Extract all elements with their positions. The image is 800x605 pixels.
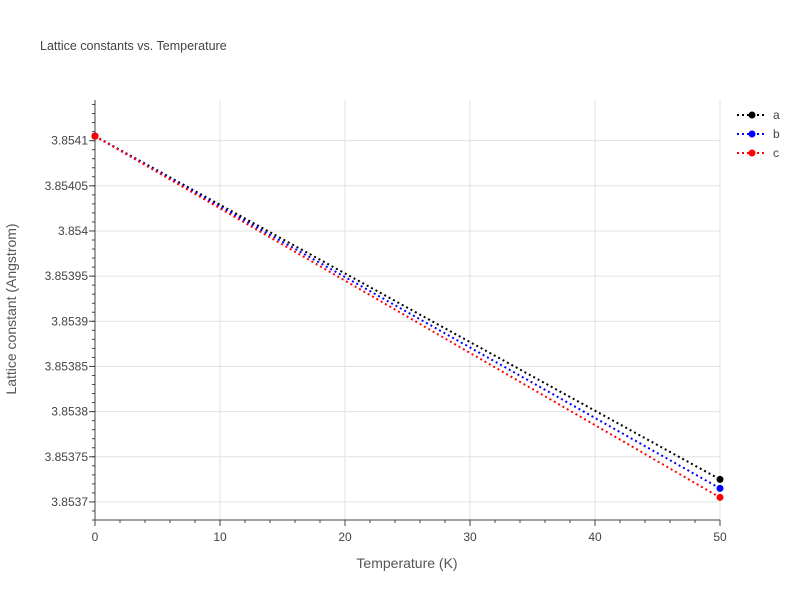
data-point-b [716, 484, 724, 492]
x-tick-label: 40 [588, 530, 602, 544]
legend-marker-a [748, 111, 756, 119]
legend-marker-c [748, 149, 756, 157]
series-line-b [94, 135, 721, 490]
x-tick-label: 30 [463, 530, 477, 544]
legend-label-a: a [773, 108, 780, 122]
series-line-c [94, 135, 721, 499]
y-tick-label: 3.8538 [51, 405, 88, 419]
axes: 0 10 20 30 40 50 3.8537 3.85375 3.8538 3.85385 3.8… [45, 100, 727, 544]
y-tick-label: 3.8539 [51, 314, 88, 328]
series-layer [91, 132, 724, 501]
data-point-a [716, 475, 724, 483]
series-line-a [94, 135, 721, 481]
data-point-c [716, 493, 724, 501]
y-tick-label: 3.85405 [45, 179, 89, 193]
y-tick-label: 3.854 [58, 224, 88, 238]
x-tick-label: 50 [713, 530, 727, 544]
legend-item-a[interactable]: a [737, 108, 780, 122]
x-tick-label: 0 [92, 530, 99, 544]
y-tick-label: 3.8541 [51, 134, 88, 148]
legend-label-c: c [773, 146, 779, 160]
y-tick-label: 3.85375 [45, 450, 89, 464]
grid [95, 100, 721, 520]
y-tick-label: 3.85385 [45, 359, 89, 373]
legend-label-b: b [773, 127, 780, 141]
x-tick-label: 20 [338, 530, 352, 544]
legend-marker-b [748, 130, 756, 138]
chart-title: Lattice constants vs. Temperature [40, 39, 227, 53]
legend[interactable]: abc [737, 108, 780, 160]
legend-item-c[interactable]: c [737, 146, 779, 160]
x-tick-label: 10 [213, 530, 227, 544]
x-axis-label: Temperature (K) [356, 555, 457, 571]
y-tick-label: 3.85395 [45, 269, 89, 283]
data-point-c [91, 132, 99, 140]
y-tick-label: 3.8537 [51, 495, 88, 509]
legend-item-b[interactable]: b [737, 127, 780, 141]
y-axis-label: Lattice constant (Angstrom) [3, 223, 19, 394]
